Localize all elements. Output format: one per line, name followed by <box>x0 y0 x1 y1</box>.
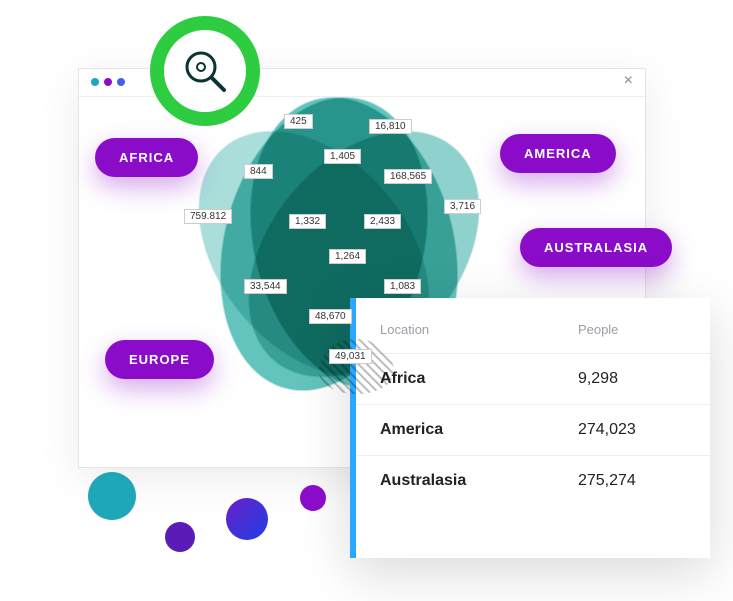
table-row: America274,023 <box>356 405 710 456</box>
venn-value: 49,031 <box>329 349 372 364</box>
venn-value: 1,264 <box>329 249 366 264</box>
table-row: Africa9,298 <box>356 354 710 405</box>
table-row: Australasia275,274 <box>356 456 710 507</box>
cell-people: 9,298 <box>554 354 710 405</box>
venn-value: 844 <box>244 164 273 179</box>
window-dot <box>91 78 99 86</box>
venn-value: 1,332 <box>289 214 326 229</box>
col-location: Location <box>356 318 554 354</box>
window-dot <box>117 78 125 86</box>
venn-value: 759.812 <box>184 209 232 224</box>
close-icon[interactable]: × <box>624 73 633 89</box>
cell-people: 274,023 <box>554 405 710 456</box>
venn-value: 48,670 <box>309 309 352 324</box>
col-people: People <box>554 318 710 354</box>
pill-europe[interactable]: EUROPE <box>105 340 214 379</box>
deco-circle <box>165 522 195 552</box>
venn-value: 16,810 <box>369 119 412 134</box>
magnifier-inner <box>164 30 246 112</box>
cell-location: America <box>356 405 554 456</box>
venn-value: 425 <box>284 114 313 129</box>
pill-america[interactable]: AMERICA <box>500 134 616 173</box>
magnifier-svg <box>182 48 228 94</box>
window-dots <box>91 78 125 86</box>
venn-value: 33,544 <box>244 279 287 294</box>
deco-circle <box>226 498 268 540</box>
cell-people: 275,274 <box>554 456 710 507</box>
location-table: Location People Africa9,298America274,02… <box>356 318 710 506</box>
deco-circle <box>88 472 136 520</box>
venn-value: 1,083 <box>384 279 421 294</box>
data-table-card: Location People Africa9,298America274,02… <box>350 298 710 558</box>
venn-value: 1,405 <box>324 149 361 164</box>
cell-location: Australasia <box>356 456 554 507</box>
pill-africa[interactable]: AFRICA <box>95 138 198 177</box>
venn-value: 3,716 <box>444 199 481 214</box>
window-dot <box>104 78 112 86</box>
venn-value: 168,565 <box>384 169 432 184</box>
pill-australasia[interactable]: AUSTRALASIA <box>520 228 672 267</box>
venn-value: 2,433 <box>364 214 401 229</box>
magnifier-icon <box>150 16 260 126</box>
deco-circle <box>300 485 326 511</box>
